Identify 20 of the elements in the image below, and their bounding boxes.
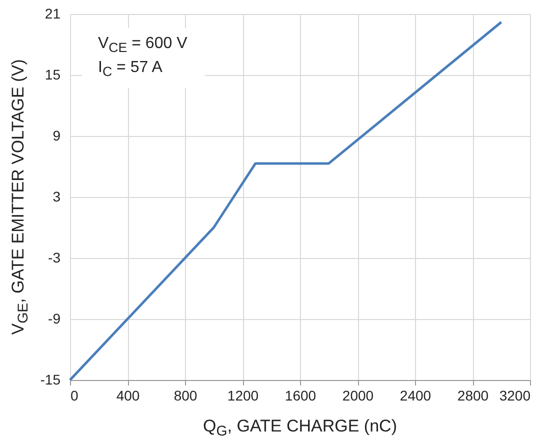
x-tick-label: 0 [70,388,78,404]
y-tick-label: -9 [48,310,61,326]
y-tick-label: -3 [48,250,61,266]
line-series [68,20,502,382]
x-tick-label: 2400 [400,388,432,404]
x-tick-label: 400 [116,388,140,404]
x-tick-label: 3200 [499,388,531,404]
y-tick-label: -15 [40,372,61,388]
x-tick-label: 800 [174,388,198,404]
y-tick-label: 15 [44,66,61,82]
x-axis-title: Q$_{G}$, GATE CHARGE (nC) [203,416,397,440]
x-tick-label: 1200 [227,388,259,404]
x-tick-label: 2000 [342,388,374,404]
y-tick-label: 21 [44,6,61,22]
x-tick-label: 1600 [284,388,316,404]
y-tick-label: 9 [52,128,61,144]
x-tick-label: 2800 [457,388,489,404]
annotation: V$_{CE}$ = 600 V [98,35,188,56]
y-tick-label: 3 [52,188,61,204]
annotation: I$_{C}$ = 57 A [98,59,162,80]
